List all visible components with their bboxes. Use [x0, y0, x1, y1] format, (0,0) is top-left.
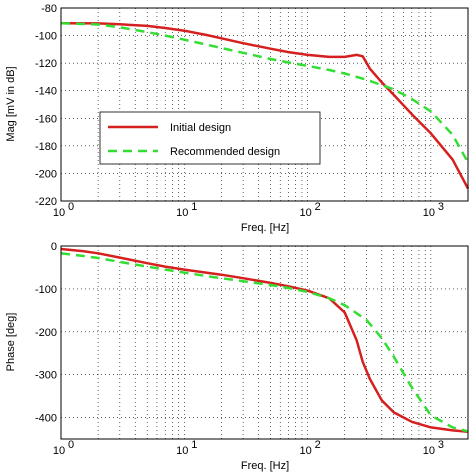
magnitude-series [60, 21, 470, 190]
magnitude-y-axis-label: Mag [mV in dB] [5, 66, 17, 141]
phase-x-tick-label: 10 [299, 445, 311, 457]
legend-box [99, 111, 321, 165]
magnitude-x-tick-label: 10 [53, 207, 65, 219]
phase-y-tick-label: -300 [35, 370, 57, 382]
phase-x-tick-label: 10 [53, 445, 65, 457]
phase-axes-frame [60, 245, 469, 440]
phase-x-tick-label: 10 [423, 445, 435, 457]
magnitude-y-tick-label: -180 [35, 141, 57, 153]
phase-grid [61, 246, 469, 439]
phase-x-tick-exponent: 0 [68, 439, 74, 451]
magnitude-x-tick-label: 10 [299, 207, 311, 219]
magnitude-x-tick-label: 10 [423, 207, 435, 219]
phase-x-tick-exponent: 2 [315, 439, 321, 451]
magnitude-y-tick-label: -160 [35, 113, 57, 125]
magnitude-line-initial-design [60, 21, 470, 190]
magnitude-x-tick-label: 10 [176, 207, 188, 219]
magnitude-x-tick-exponent: 1 [191, 201, 197, 213]
phase-y-axis-label: Phase [deg] [5, 313, 17, 372]
magnitude-x-tick-exponent: 0 [68, 201, 74, 213]
legend-label-initial: Initial design [170, 122, 231, 134]
magnitude-axes-frame [60, 7, 469, 202]
magnitude-x-tick-exponent: 3 [438, 201, 444, 213]
magnitude-grid [61, 8, 469, 201]
magnitude-y-tick-label: -220 [35, 196, 57, 208]
magnitude-y-tick-label: -80 [41, 3, 57, 15]
phase-y-tick-label: -200 [35, 327, 57, 339]
legend-label-recommended: Recommended design [170, 146, 280, 158]
magnitude-x-tick-exponent: 2 [315, 201, 321, 213]
legend: Initial design Recommended design [99, 111, 321, 165]
phase-x-tick-exponent: 1 [191, 439, 197, 451]
phase-x-tick-label: 10 [176, 445, 188, 457]
magnitude-x-axis-label: Freq. [Hz] [241, 222, 289, 234]
magnitude-y-tick-label: -200 [35, 168, 57, 180]
phase-y-tick-label: -400 [35, 413, 57, 425]
phase-series [60, 247, 469, 433]
magnitude-y-tick-label: -100 [35, 31, 57, 43]
phase-y-tick-label: 0 [51, 241, 57, 253]
phase-x-tick-exponent: 3 [438, 439, 444, 451]
magnitude-line-recommended-design [60, 21, 470, 164]
phase-x-axis-label: Freq. [Hz] [241, 460, 289, 472]
magnitude-y-tick-label: -120 [35, 58, 57, 70]
magnitude-y-tick-label: -140 [35, 86, 57, 98]
phase-line-recommended-design [60, 252, 469, 433]
phase-y-tick-label: -100 [35, 284, 57, 296]
phase-line-initial-design [60, 247, 469, 433]
